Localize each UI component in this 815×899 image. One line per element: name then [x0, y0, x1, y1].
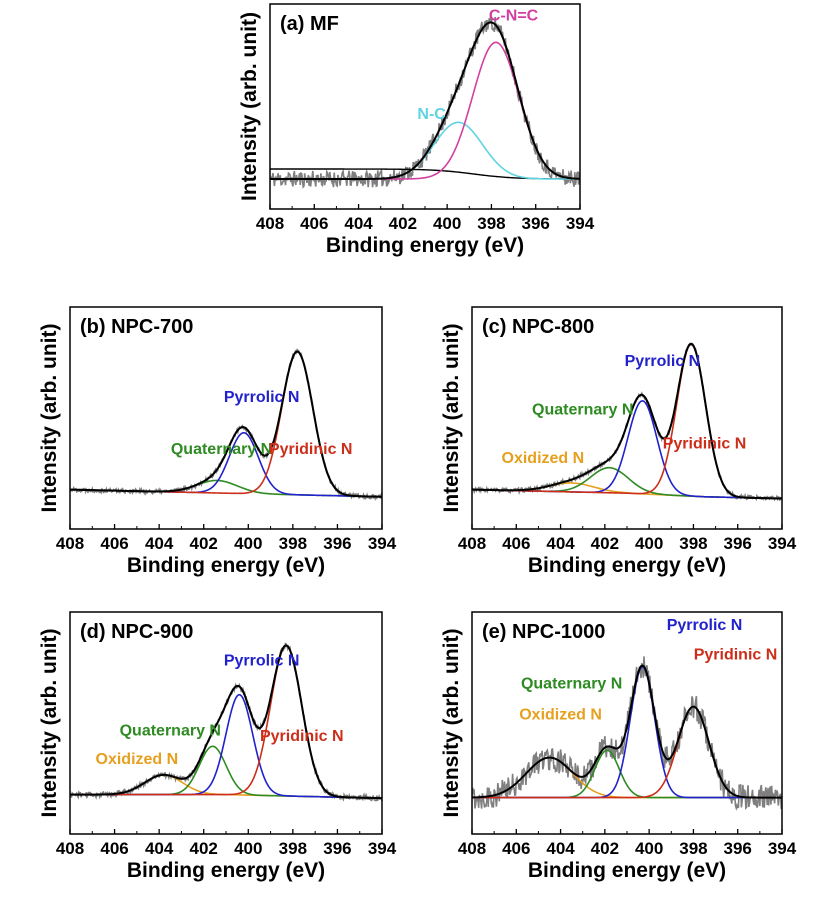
annotation-pyridinic-n: Pyridinic N: [269, 441, 353, 458]
peak-pyrrolic-n-line: [472, 665, 782, 799]
panel-npc-800: 408 406 404 402 400 398 396 394 Binding energy (…: [440, 306, 797, 577]
x-tick-label: 398: [279, 839, 307, 858]
annotation-quaternary-n: Quaternary N: [171, 441, 272, 458]
x-tick-label: 402: [591, 839, 619, 858]
panel-npc-1000: 408 406 404 402 400 398 396 394 Binding energy (…: [440, 611, 797, 882]
x-tick-label: 408: [256, 214, 284, 233]
envelope-fit-line: [70, 644, 382, 800]
annotation-pyrrolic-n: Pyrrolic N: [224, 653, 300, 670]
y-axis-title: Intensity (arb. unit): [38, 324, 61, 513]
annotation-pyrrolic-n: Pyrrolic N: [667, 617, 743, 634]
x-axis-title: Binding energy (eV): [127, 554, 325, 577]
annotation-quaternary-n: Quaternary N: [532, 401, 633, 418]
annotation-pyrrolic-n: Pyrrolic N: [224, 389, 300, 406]
x-tick-label: 404: [145, 839, 174, 858]
peak-oxidized-n-line: [472, 756, 782, 799]
x-tick-label: 406: [100, 839, 128, 858]
x-tick-label: 402: [389, 214, 417, 233]
panel-title: (a) MF: [280, 13, 339, 35]
x-axis-title: Binding energy (eV): [326, 234, 524, 257]
x-tick-label: 404: [145, 534, 174, 553]
annotation-c-n-c: C-N=C: [489, 8, 539, 25]
envelope-fit-line: [472, 664, 782, 799]
annotation-quaternary-n: Quaternary N: [120, 723, 221, 740]
annotation-pyrrolic-n: Pyrrolic N: [625, 353, 701, 370]
x-axis-title: Binding energy (eV): [127, 859, 325, 882]
annotation-oxidized-n: Oxidized N: [502, 450, 585, 467]
annotation-oxidized-n: Oxidized N: [519, 706, 602, 723]
x-tick-label: 394: [768, 534, 797, 553]
x-tick-label: 400: [234, 534, 262, 553]
panel-npc-700: 408 406 404 402 400 398 396 394 Binding energy (…: [38, 306, 397, 577]
x-tick-label: 394: [368, 839, 397, 858]
envelope-fit-line: [472, 342, 782, 500]
x-tick-label: 406: [100, 534, 128, 553]
x-tick-label: 398: [679, 534, 707, 553]
x-axis-title: Binding energy (eV): [528, 859, 726, 882]
x-tick-label: 408: [56, 839, 84, 858]
envelope-fit-line: [270, 21, 580, 180]
y-axis-title: Intensity (arb. unit): [440, 629, 463, 818]
peak-pyrrolic-n-line: [70, 693, 382, 799]
x-tick-label: 402: [591, 534, 619, 553]
y-axis-title: Intensity (arb. unit): [440, 324, 463, 513]
annotation-pyridinic-n: Pyridinic N: [260, 728, 344, 745]
x-tick-label: 400: [635, 534, 663, 553]
x-tick-label: 394: [368, 534, 397, 553]
x-tick-label: 408: [458, 534, 486, 553]
x-tick-label: 396: [724, 534, 752, 553]
x-tick-label: 396: [724, 839, 752, 858]
raw-data-line: [70, 348, 382, 502]
x-tick-label: 400: [635, 839, 663, 858]
x-tick-label: 402: [190, 839, 218, 858]
panel-title: (e) NPC-1000: [482, 621, 605, 643]
peak-pyridinic-n-line: [70, 350, 382, 498]
x-tick-label: 406: [300, 214, 328, 233]
x-tick-label: 396: [323, 534, 351, 553]
x-tick-label: 398: [477, 214, 505, 233]
x-axis-title: Binding energy (eV): [528, 554, 726, 577]
x-tick-label: 404: [546, 839, 575, 858]
panel-npc-900: 408 406 404 402 400 398 396 394 Binding energy (…: [38, 611, 397, 882]
x-tick-label: 404: [546, 534, 575, 553]
x-tick-label: 406: [502, 534, 530, 553]
peak-quaternary-n-line: [472, 749, 782, 799]
panel-title: (b) NPC-700: [80, 316, 193, 338]
x-tick-label: 400: [234, 839, 262, 858]
envelope-fit-line: [70, 350, 382, 498]
x-tick-label: 394: [566, 214, 595, 233]
panel-title: (d) NPC-900: [80, 621, 193, 643]
x-tick-label: 402: [190, 534, 218, 553]
x-tick-label: 394: [768, 839, 797, 858]
x-tick-label: 408: [56, 534, 84, 553]
x-tick-label: 398: [679, 839, 707, 858]
x-tick-label: 408: [458, 839, 486, 858]
y-axis-title: Intensity (arb. unit): [238, 12, 261, 201]
raw-data-line: [270, 14, 580, 189]
annotation-pyridinic-n: Pyridinic N: [694, 646, 778, 663]
annotation-n-c: N-C: [417, 106, 446, 123]
y-axis-title: Intensity (arb. unit): [38, 629, 61, 818]
x-tick-label: 398: [279, 534, 307, 553]
x-tick-label: 396: [323, 839, 351, 858]
panel-title: (c) NPC-800: [482, 316, 594, 338]
annotation-quaternary-n: Quaternary N: [521, 675, 622, 692]
annotation-pyridinic-n: Pyridinic N: [663, 435, 747, 452]
x-tick-label: 400: [433, 214, 461, 233]
x-tick-label: 396: [522, 214, 550, 233]
annotation-oxidized-n: Oxidized N: [96, 751, 179, 768]
plot-frame: [69, 611, 383, 835]
x-tick-label: 406: [502, 839, 530, 858]
x-tick-label: 404: [344, 214, 373, 233]
panel-mf: 408 406 404 402 400 398 396 394 Binding energy (…: [238, 3, 595, 257]
